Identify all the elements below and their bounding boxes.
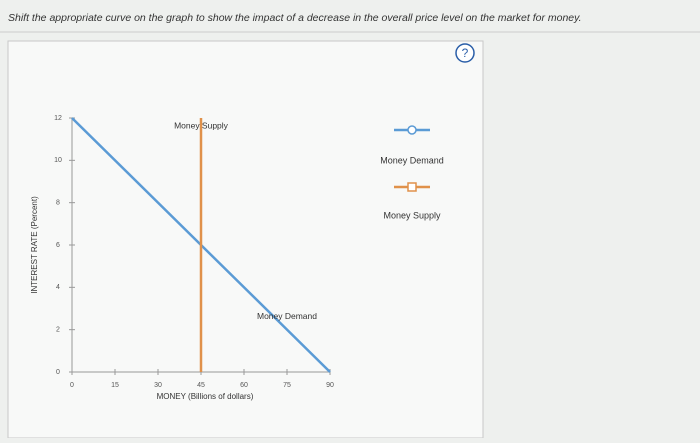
legend-label[interactable]: Money Supply	[383, 210, 441, 220]
instruction: Shift the appropriate curve on the graph…	[8, 12, 582, 24]
help-icon[interactable]: ?	[462, 46, 469, 60]
x-tick-label: 60	[240, 382, 248, 389]
legend-marker	[407, 182, 417, 192]
x-tick-label: 30	[154, 382, 162, 389]
y-tick-label: 0	[56, 369, 60, 376]
x-tick-label: 45	[197, 382, 205, 389]
help-button[interactable]	[455, 43, 475, 63]
y-tick-label: 8	[56, 200, 60, 207]
x-tick-label: 90	[326, 382, 334, 389]
y-tick-label: 6	[56, 242, 60, 249]
y-tick-label: 4	[56, 284, 60, 291]
x-axis-label: MONEY (Billions of dollars)	[157, 392, 254, 401]
curve-label: Money Supply	[174, 120, 229, 130]
y-axis-label: INTEREST RATE (Percent)	[30, 196, 39, 294]
legend-label[interactable]: Money Demand	[380, 155, 444, 165]
x-tick-label: 75	[283, 382, 291, 389]
x-tick-label: 15	[111, 382, 119, 389]
y-tick-label: 12	[54, 115, 62, 122]
curve-label: Money Demand	[257, 311, 317, 321]
y-tick-label: 2	[56, 327, 60, 334]
legend-marker	[407, 125, 417, 135]
x-tick-label: 0	[70, 382, 74, 389]
y-tick-label: 10	[54, 157, 62, 164]
panel	[7, 40, 484, 439]
